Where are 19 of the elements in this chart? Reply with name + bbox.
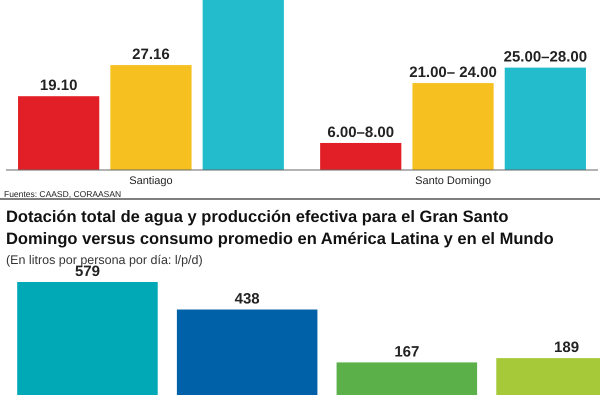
x-tick-label: Santo Domingo: [415, 175, 491, 187]
source-note: Fuentes: CAASD, CORAASAN: [4, 189, 122, 199]
data-label: 438: [234, 290, 260, 308]
data-label: 6.00–8.00: [327, 124, 394, 141]
data-label: 189: [554, 339, 580, 356]
bar: [18, 96, 100, 170]
bar: [320, 142, 402, 170]
data-label: 27.16: [132, 46, 170, 64]
bar: [202, 0, 284, 170]
chart-subtitle: (En litros por persona por día: l/p/d): [6, 253, 203, 267]
bar: [110, 65, 192, 170]
bar: [412, 83, 494, 170]
data-label: 21.00– 24.00: [409, 64, 497, 82]
data-label: 25.00–28.00: [504, 48, 588, 66]
x-tick-label: Santiago: [129, 175, 173, 187]
data-label: 19.10: [40, 77, 78, 94]
chart-title: Dotación total de agua y producción efectiva para el Gran Santo Domingo versus consumo promedio en América Latina y en el Mundo: [6, 208, 554, 248]
bar: [504, 68, 586, 170]
data-label: 167: [394, 343, 420, 360]
